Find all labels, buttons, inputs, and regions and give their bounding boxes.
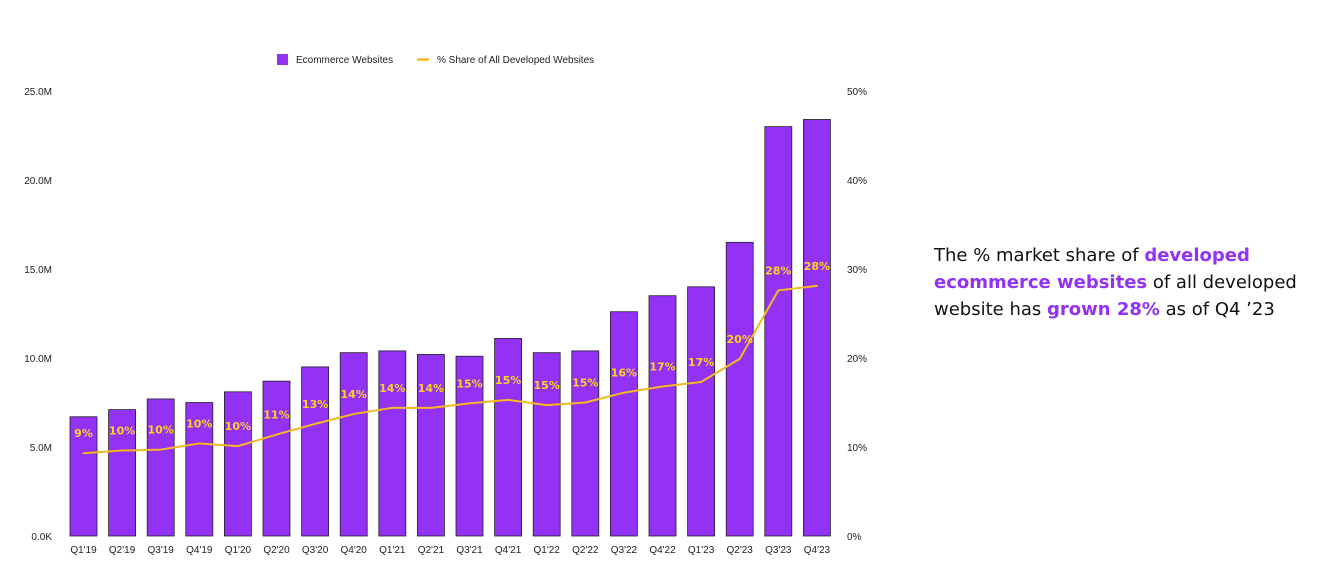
x-tick-label: Q2'21: [418, 545, 445, 556]
x-tick-label: Q3'21: [456, 545, 483, 556]
caption-text-1: The % market share of: [934, 245, 1145, 266]
x-tick-label: Q3'22: [611, 545, 638, 556]
right-tick-label: 20%: [847, 354, 867, 365]
data-label-Q3'21: 15%: [456, 377, 482, 390]
x-tick-label: Q2'22: [572, 545, 599, 556]
x-tick-label: Q4'22: [649, 545, 676, 556]
x-tick-label: Q1'19: [70, 545, 97, 556]
data-label-Q3'23: 28%: [765, 264, 791, 277]
right-tick-label: 30%: [847, 265, 867, 276]
caption-highlight-2: grown 28%: [1047, 299, 1160, 320]
x-tick-label: Q3'23: [765, 545, 792, 556]
x-tick-label: Q4'23: [804, 545, 831, 556]
data-label-Q3'22: 16%: [611, 367, 637, 380]
data-label-Q2'22: 15%: [572, 377, 598, 390]
data-label-Q1'22: 15%: [534, 379, 560, 392]
bar-Q3'20[interactable]: [301, 366, 330, 537]
legend[interactable]: Ecommerce Websites % Share of All Develop…: [277, 54, 594, 66]
bar-Q3'21[interactable]: [455, 355, 484, 537]
data-label-Q4'21: 15%: [495, 374, 521, 387]
data-label-Q1'23: 17%: [688, 356, 714, 369]
data-label-Q1'21: 14%: [379, 382, 405, 395]
right-tick-label: 0%: [847, 532, 862, 543]
x-tick-label: Q3'19: [148, 545, 175, 556]
x-tick-label: Q4'20: [341, 545, 368, 556]
bar-Q1'22[interactable]: [532, 352, 561, 537]
x-tick-label: Q1'23: [688, 545, 715, 556]
data-label-Q2'19: 10%: [109, 425, 135, 438]
bar-Q2'21[interactable]: [416, 354, 445, 537]
left-tick-label: 20.0M: [24, 176, 52, 187]
data-label-Q2'23: 20%: [727, 333, 753, 346]
bar-Q4'22[interactable]: [648, 295, 677, 537]
bar-Q1'23[interactable]: [687, 286, 715, 537]
caption-text-2: of all developed website has: [934, 272, 1297, 320]
x-tick-label: Q2'19: [109, 545, 136, 556]
bar-Q1'19[interactable]: [69, 416, 98, 537]
right-tick-label: 40%: [847, 176, 867, 187]
bar-Q1'21[interactable]: [378, 350, 407, 537]
x-tick-label: Q2'20: [263, 545, 290, 556]
right-tick-label: 50%: [847, 87, 867, 98]
caption: The % market share of developed ecommerc…: [934, 242, 1314, 323]
caption-highlight-1: developed ecommerce websites: [934, 245, 1250, 293]
data-label-Q2'21: 14%: [418, 382, 444, 395]
legend-bar-swatch: [277, 54, 288, 65]
bar-Q4'23[interactable]: [803, 119, 831, 537]
share-line[interactable]: [82, 284, 818, 455]
left-tick-label: 25.0M: [24, 87, 52, 98]
data-labels: 9% 10% 10% 10% 10% 11% 13% 14% 14% 14% 15% 15% 15% 15…: [74, 260, 830, 440]
x-tick-label: Q1'21: [379, 545, 406, 556]
bar-Q4'21[interactable]: [494, 338, 523, 537]
data-label-Q1'20: 10%: [225, 420, 251, 433]
left-tick-label: 10.0M: [24, 354, 52, 365]
data-label-Q4'19: 10%: [186, 417, 212, 430]
data-label-Q4'23: 28%: [804, 260, 830, 273]
data-label-Q3'19: 10%: [148, 424, 174, 437]
bar-Q3'23[interactable]: [764, 126, 793, 537]
x-tick-label: Q1'22: [534, 545, 561, 556]
x-tick-label: Q3'20: [302, 545, 329, 556]
data-label-Q4'22: 17%: [649, 360, 675, 373]
left-axis: 0.0K 5.0M 10.0M 15.0M 20.0M 25.0M: [24, 87, 52, 543]
right-tick-label: 10%: [847, 443, 867, 454]
bar-Q1'20[interactable]: [223, 391, 252, 537]
bar-Q2'22[interactable]: [571, 350, 600, 537]
x-axis: Q1'19 Q2'19 Q3'19 Q4'19 Q1'20 Q2'20 Q3'20 Q4'20…: [70, 545, 830, 556]
data-label-Q1'19: 9%: [74, 427, 93, 440]
bar-Q2'23[interactable]: [725, 241, 754, 537]
x-tick-label: Q2'23: [727, 545, 754, 556]
left-tick-label: 0.0K: [31, 532, 52, 543]
left-tick-label: 15.0M: [24, 265, 52, 276]
bar-series: [69, 119, 831, 537]
x-tick-label: Q4'21: [495, 545, 522, 556]
x-tick-label: Q4'19: [186, 545, 213, 556]
bar-Q2'20[interactable]: [262, 380, 291, 537]
line-series: [82, 284, 818, 455]
data-label-Q4'20: 14%: [341, 388, 367, 401]
legend-line-label[interactable]: % Share of All Developed Websites: [437, 55, 594, 66]
legend-bar-label[interactable]: Ecommerce Websites: [296, 55, 393, 66]
bar-Q4'20[interactable]: [339, 352, 368, 537]
data-label-Q2'20: 11%: [263, 409, 289, 422]
x-tick-label: Q1'20: [225, 545, 252, 556]
right-axis: 0% 10% 20% 30% 40% 50%: [847, 87, 867, 543]
bar-Q3'22[interactable]: [610, 311, 638, 537]
bar-Q4'19[interactable]: [185, 402, 214, 537]
data-label-Q3'20: 13%: [302, 398, 328, 411]
left-tick-label: 5.0M: [30, 443, 52, 454]
caption-text-3: as of Q4 ’23: [1159, 299, 1275, 320]
bar-Q3'19[interactable]: [146, 398, 175, 537]
bar-Q2'19[interactable]: [108, 409, 136, 537]
